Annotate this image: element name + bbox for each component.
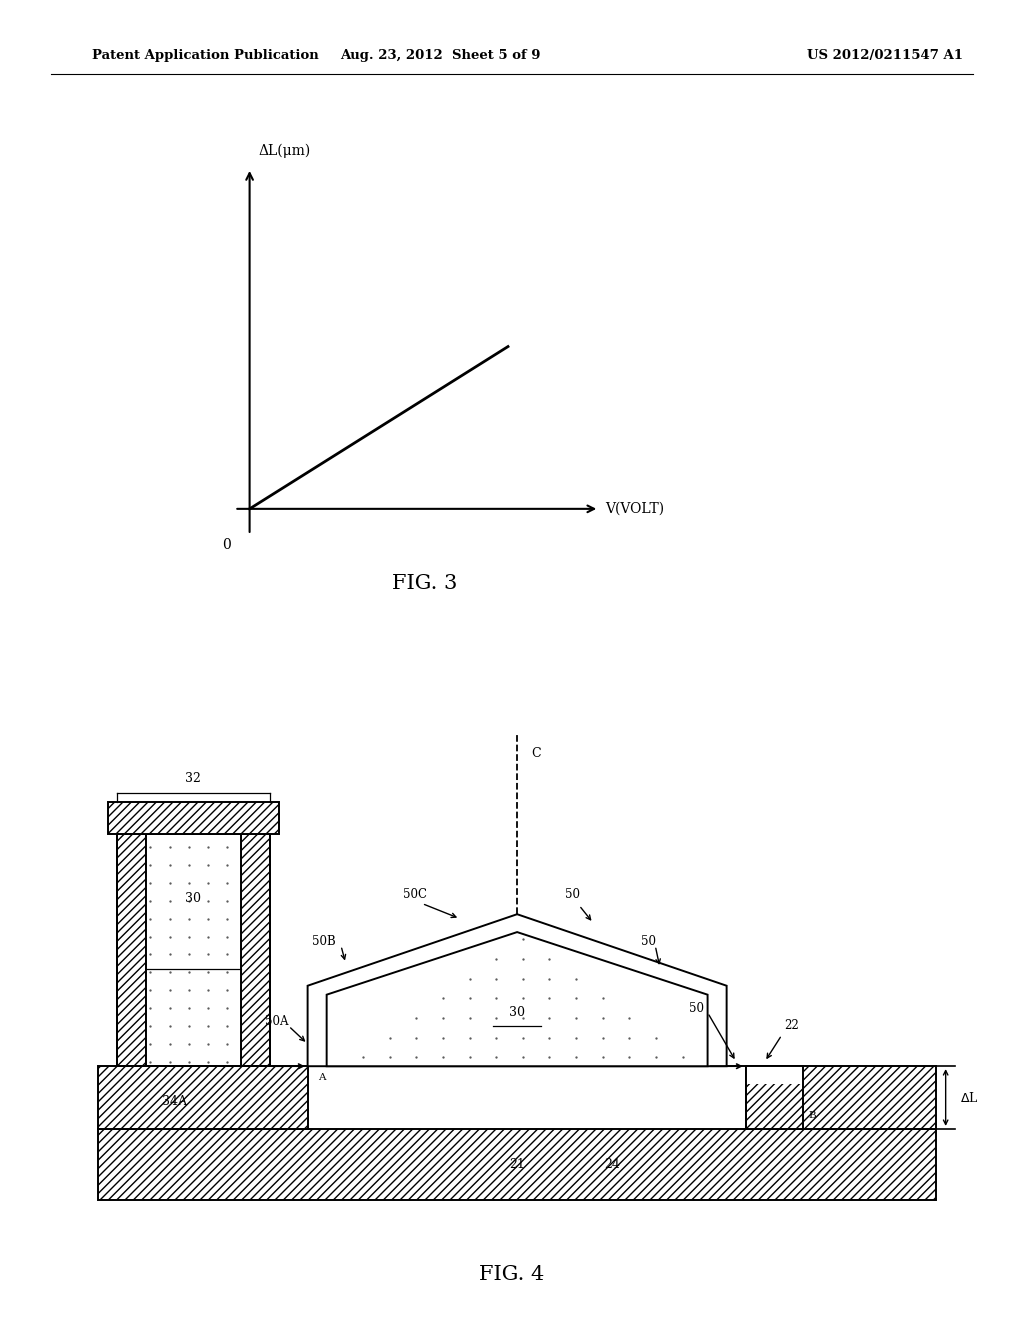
Bar	[98, 1067, 307, 1129]
Bar	[745, 1067, 936, 1129]
Text: V(VOLT): V(VOLT)	[605, 502, 665, 516]
Text: 50: 50	[565, 888, 580, 900]
Text: 50C: 50C	[402, 888, 427, 900]
Bar	[108, 803, 279, 834]
Text: A: A	[318, 1073, 326, 1082]
Text: 50: 50	[641, 935, 656, 948]
Bar	[745, 1067, 803, 1084]
Bar	[117, 834, 145, 1067]
Bar	[108, 803, 279, 834]
Text: B: B	[809, 1111, 816, 1119]
Bar	[117, 834, 145, 1067]
Text: FIG. 3: FIG. 3	[392, 574, 458, 593]
Text: Aug. 23, 2012  Sheet 5 of 9: Aug. 23, 2012 Sheet 5 of 9	[340, 49, 541, 62]
Bar	[145, 834, 241, 1067]
Bar	[98, 1129, 936, 1200]
Bar	[241, 834, 269, 1067]
Text: 30: 30	[509, 1006, 525, 1019]
Text: 22: 22	[783, 1019, 799, 1032]
Text: 50A: 50A	[265, 1015, 289, 1028]
Text: $\Delta$L: $\Delta$L	[959, 1090, 979, 1105]
Text: ΔL(μm): ΔL(μm)	[259, 144, 311, 158]
Text: 30: 30	[185, 892, 202, 906]
Text: C: C	[531, 747, 541, 760]
Bar	[117, 834, 269, 1067]
Text: US 2012/0211547 A1: US 2012/0211547 A1	[807, 49, 963, 62]
Text: 34A: 34A	[162, 1096, 186, 1109]
Text: 50B: 50B	[312, 935, 336, 948]
Bar	[98, 1129, 936, 1200]
Text: Patent Application Publication: Patent Application Publication	[92, 49, 318, 62]
Polygon shape	[307, 915, 727, 1067]
Text: 24: 24	[604, 1158, 621, 1171]
Text: 0: 0	[222, 539, 231, 552]
Bar	[745, 1067, 936, 1129]
Polygon shape	[327, 932, 708, 1067]
Text: 21: 21	[509, 1158, 525, 1171]
Text: 32: 32	[185, 772, 202, 784]
Text: FIG. 4: FIG. 4	[479, 1265, 545, 1283]
Text: 50: 50	[688, 1002, 703, 1015]
Bar	[98, 1067, 307, 1129]
Bar	[241, 834, 269, 1067]
